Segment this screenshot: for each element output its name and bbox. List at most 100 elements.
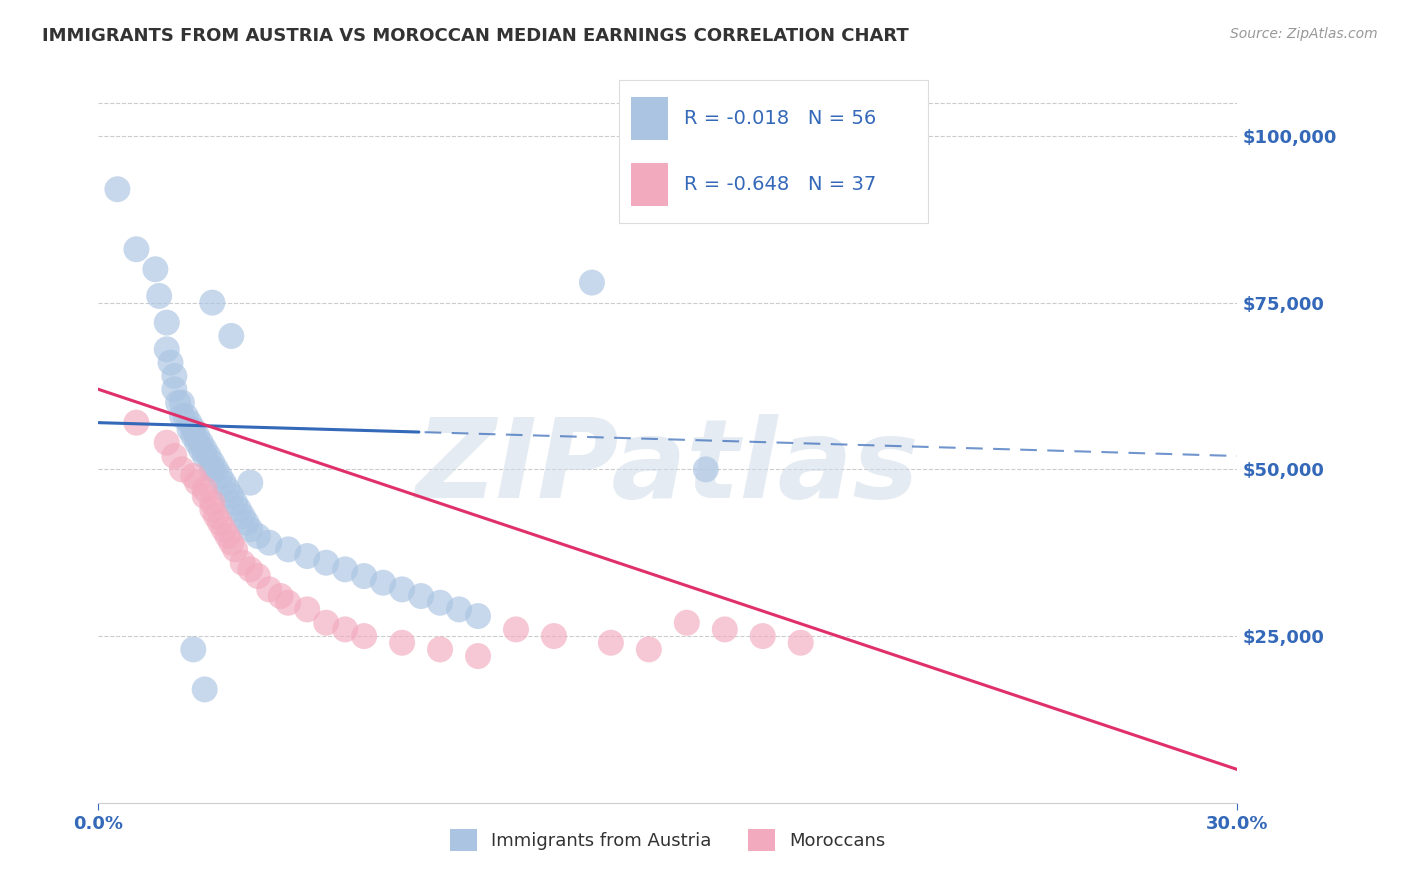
Point [228,502,250,516]
Point [297,602,319,616]
Point [429,596,451,610]
Point [371,575,394,590]
Point [170,409,193,423]
Point [790,636,813,650]
Point [391,636,413,650]
Point [752,629,775,643]
Point [505,623,527,637]
Text: R = -0.018   N = 56: R = -0.018 N = 56 [683,110,876,128]
Point [676,615,699,630]
Point [239,562,262,576]
Point [107,182,129,196]
Point [246,529,269,543]
Point [232,556,254,570]
Point [125,242,148,256]
Point [467,609,489,624]
Point [221,329,243,343]
Point [315,556,337,570]
Point [315,615,337,630]
Point [208,516,231,530]
Point [201,502,224,516]
Point [221,535,243,549]
Point [167,395,190,409]
Point [695,462,717,476]
Point [232,509,254,524]
Point [183,422,205,436]
Point [353,629,375,643]
Point [159,356,181,370]
Point [186,435,208,450]
Point [235,516,257,530]
Point [201,456,224,470]
Text: R = -0.648   N = 37: R = -0.648 N = 37 [683,175,876,194]
Point [179,422,201,436]
Point [212,475,235,490]
Text: Source: ZipAtlas.com: Source: ZipAtlas.com [1230,27,1378,41]
Point [277,542,299,557]
Point [259,582,281,597]
Point [156,316,179,330]
Point [714,623,737,637]
Text: IMMIGRANTS FROM AUSTRIA VS MOROCCAN MEDIAN EARNINGS CORRELATION CHART: IMMIGRANTS FROM AUSTRIA VS MOROCCAN MEDI… [42,27,908,45]
Point [201,496,224,510]
Bar [631,163,668,206]
Bar [631,97,668,140]
Point [190,442,212,457]
Point [201,462,224,476]
Point [183,469,205,483]
Point [638,642,661,657]
Point [246,569,269,583]
Point [183,642,205,657]
Point [391,582,413,597]
Point [194,442,217,457]
Point [449,602,471,616]
Point [170,395,193,409]
Point [205,509,228,524]
Point [270,589,292,603]
Point [156,435,179,450]
Point [335,623,357,637]
Point [224,496,246,510]
Point [163,368,186,383]
Point [259,535,281,549]
Point [467,649,489,664]
Point [581,276,603,290]
Point [179,416,201,430]
Point [335,562,357,576]
Point [170,462,193,476]
Point [190,435,212,450]
Point [600,636,623,650]
Legend: Immigrants from Austria, Moroccans: Immigrants from Austria, Moroccans [443,822,893,858]
Point [208,469,231,483]
Text: ZIPatlas: ZIPatlas [416,414,920,521]
Point [156,343,179,357]
Point [194,682,217,697]
Point [543,629,565,643]
Point [145,262,167,277]
Point [183,429,205,443]
Point [194,483,217,497]
Point [277,596,299,610]
Point [186,429,208,443]
Point [212,522,235,536]
Point [217,483,239,497]
Point [411,589,433,603]
Point [163,449,186,463]
Point [297,549,319,563]
Point [148,289,170,303]
Point [186,475,208,490]
Point [174,409,197,423]
Point [221,489,243,503]
Point [125,416,148,430]
Point [429,642,451,657]
Point [217,529,239,543]
Point [239,475,262,490]
Point [194,489,217,503]
Point [201,295,224,310]
Point [353,569,375,583]
Point [224,542,246,557]
Point [205,462,228,476]
Point [163,382,186,396]
Point [239,522,262,536]
Point [197,449,219,463]
